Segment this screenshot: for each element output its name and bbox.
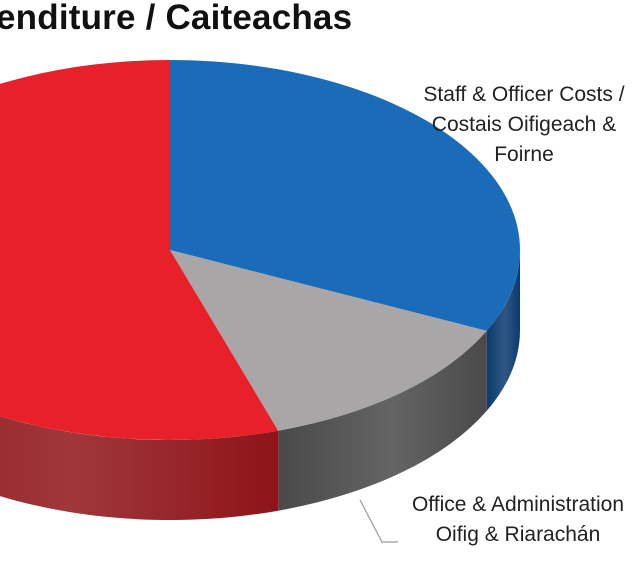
pie-slice-0 <box>170 60 521 331</box>
pie-slice-2 <box>0 60 279 440</box>
pie-side-1 <box>278 330 487 511</box>
slice-label-office-admin: Office & Administration Oifig & Riarachá… <box>411 493 625 546</box>
leader-line-office-admin <box>359 499 398 543</box>
slice-label-staff-costs: Staff & Officer Costs / Costais Oifigeac… <box>423 83 625 166</box>
chart-title: enditure / Caiteachas <box>0 0 353 37</box>
pie-side-0 <box>486 250 520 411</box>
pie-side-walls <box>0 250 520 520</box>
pie-slice-1 <box>170 250 487 431</box>
pie-side-2 <box>0 416 279 520</box>
